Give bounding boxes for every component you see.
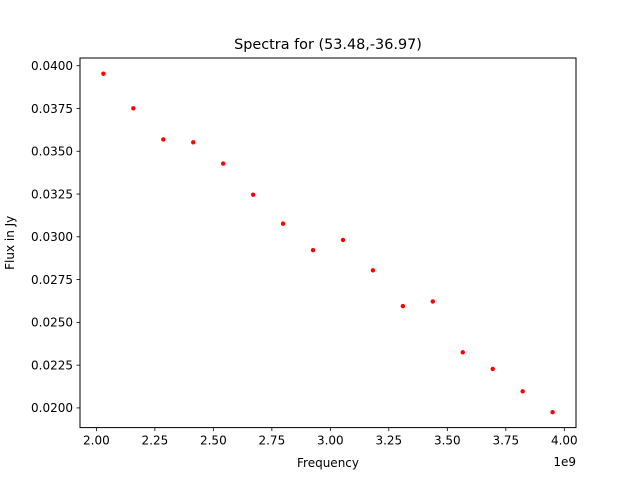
data-point-0 [101, 71, 106, 76]
chart-title: Spectra for (53.48,-36.97) [234, 37, 422, 53]
data-point-6 [280, 221, 286, 226]
x-tick-label-5: 3.25 [375, 434, 402, 448]
y-tick-label-2: 0.0250 [31, 316, 73, 330]
x-tick-label-1: 2.25 [142, 434, 169, 448]
y-axis-ticks: 0.0200 0.0225 0.0250 0.0275 0.0300 0.0325 0.03… [31, 59, 80, 415]
data-point-10 [400, 303, 406, 309]
x-axis-label: Frequency [297, 456, 359, 470]
y-tick-label-6: 0.0350 [31, 145, 73, 159]
y-tick-label-4: 0.0300 [31, 230, 73, 244]
y-tick-label-0: 0.0200 [31, 401, 73, 415]
data-point-8 [340, 237, 346, 243]
data-point-12 [460, 350, 465, 355]
data-point-11 [430, 299, 436, 304]
x-axis-offset-label: 1e9 [553, 455, 576, 469]
scatter-points [101, 71, 555, 415]
data-point-5 [250, 192, 256, 197]
x-axis-ticks: 2.00 2.25 2.50 2.75 3.00 3.25 3.50 3.75 4.00 [83, 427, 578, 448]
data-point-2 [161, 137, 166, 142]
data-point-14 [520, 389, 525, 394]
plot-frame [79, 57, 577, 429]
x-tick-label-4: 3.00 [317, 434, 344, 448]
data-point-1 [131, 106, 136, 111]
y-axis-label: Flux in Jy [3, 216, 17, 270]
y-tick-label-8: 0.0400 [31, 59, 73, 73]
x-tick-label-8: 4.00 [551, 434, 578, 448]
x-tick-label-2: 2.50 [200, 434, 227, 448]
data-point-4 [220, 161, 226, 166]
data-point-3 [191, 140, 196, 145]
x-tick-label-6: 3.50 [434, 434, 461, 448]
data-point-7 [310, 247, 316, 253]
y-tick-label-1: 0.0225 [31, 358, 73, 372]
data-point-13 [490, 366, 495, 372]
data-point-9 [370, 268, 376, 273]
y-tick-label-7: 0.0375 [31, 102, 73, 116]
x-tick-label-0: 2.00 [83, 434, 110, 448]
data-point-15 [550, 410, 555, 415]
x-tick-label-3: 2.75 [258, 434, 285, 448]
y-tick-label-5: 0.0325 [31, 187, 73, 201]
y-tick-label-3: 0.0275 [31, 273, 73, 287]
x-tick-label-7: 3.75 [492, 434, 519, 448]
